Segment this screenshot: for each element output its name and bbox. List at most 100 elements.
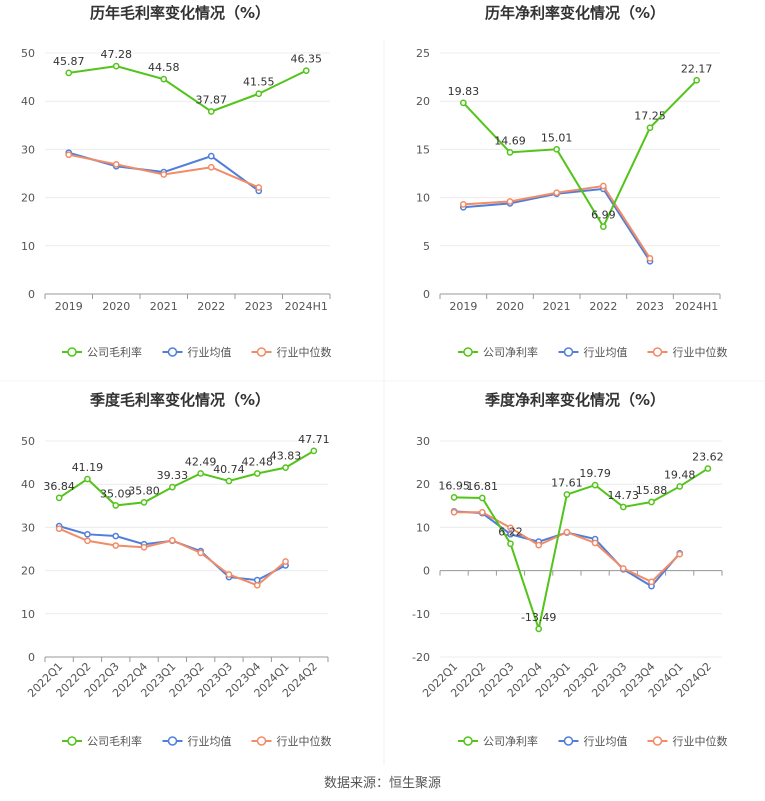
data-label: 22.17 bbox=[681, 62, 713, 75]
data-point bbox=[535, 541, 543, 549]
x-tick-label: 2020 bbox=[102, 300, 130, 313]
data-point bbox=[506, 149, 514, 156]
data-point bbox=[619, 565, 627, 572]
legend-label: 行业中位数 bbox=[277, 734, 332, 748]
y-tick-label: 10 bbox=[21, 608, 35, 621]
legend-label: 行业均值 bbox=[584, 346, 628, 359]
data-point bbox=[599, 182, 607, 190]
data-label: -13.49 bbox=[521, 611, 556, 624]
data-point bbox=[507, 540, 514, 548]
data-label: 46.35 bbox=[291, 53, 323, 66]
legend-label: 公司净利率 bbox=[483, 734, 538, 748]
legend-item-industry-average: 行业均值 bbox=[558, 735, 628, 748]
x-tick-label: 2019 bbox=[449, 300, 477, 313]
chart-panel-4: 季度净利率变化情况（%）-20-1001020302022Q12022Q2202… bbox=[412, 391, 727, 748]
data-point bbox=[207, 163, 215, 171]
data-source-note: 数据来源：恒生聚源 bbox=[323, 776, 441, 791]
data-point bbox=[507, 530, 514, 538]
data-point bbox=[140, 543, 148, 551]
data-point bbox=[112, 62, 120, 70]
data-point bbox=[225, 571, 233, 578]
legend-label: 行业均值 bbox=[584, 735, 628, 748]
chart-title: 季度净利率变化情况（%） bbox=[485, 391, 665, 409]
data-label: 15.88 bbox=[636, 484, 668, 497]
legend-item-company: 公司净利率 bbox=[458, 345, 538, 359]
legend-item-industry-average: 行业均值 bbox=[162, 346, 232, 359]
legend-label: 公司净利率 bbox=[483, 345, 538, 359]
data-point bbox=[55, 494, 63, 502]
data-point bbox=[478, 494, 486, 502]
x-tick-label: 2021 bbox=[543, 300, 571, 313]
data-point bbox=[302, 67, 310, 74]
data-point bbox=[704, 465, 712, 472]
legend-label: 行业均值 bbox=[188, 346, 232, 359]
data-point bbox=[207, 152, 215, 160]
data-label: 6.22 bbox=[498, 526, 523, 539]
data-point bbox=[255, 90, 263, 98]
x-tick-label: 2023 bbox=[245, 300, 273, 313]
series-line-industry-average bbox=[463, 187, 651, 262]
y-tick-label: 0 bbox=[423, 288, 430, 301]
data-label: 16.81 bbox=[467, 480, 499, 493]
data-point bbox=[197, 549, 204, 557]
data-label: 43.83 bbox=[270, 450, 302, 463]
legend-label: 行业中位数 bbox=[277, 345, 332, 359]
data-label: 16.95 bbox=[438, 479, 470, 492]
series-line-company bbox=[58, 450, 315, 507]
y-tick-label: 20 bbox=[416, 478, 430, 491]
y-tick-label: 0 bbox=[28, 288, 35, 301]
data-label: 44.58 bbox=[148, 61, 180, 74]
y-tick-label: 0 bbox=[28, 651, 35, 664]
data-label: 41.19 bbox=[72, 461, 104, 474]
data-label: 14.69 bbox=[494, 134, 526, 147]
data-label: 35.09 bbox=[100, 487, 132, 500]
legend-label: 行业均值 bbox=[188, 735, 232, 748]
data-point bbox=[169, 537, 176, 544]
data-point bbox=[450, 508, 458, 516]
data-point bbox=[140, 498, 148, 506]
series-line-company bbox=[462, 79, 698, 229]
legend-label: 公司毛利率 bbox=[87, 734, 142, 748]
data-point bbox=[253, 576, 261, 584]
legend-label: 行业中位数 bbox=[673, 345, 728, 359]
data-label: 19.79 bbox=[579, 467, 611, 480]
data-label: 35.80 bbox=[128, 484, 160, 497]
y-tick-label: 20 bbox=[21, 565, 35, 578]
y-tick-label: 25 bbox=[416, 47, 430, 60]
data-point bbox=[599, 223, 607, 230]
data-label: 14.73 bbox=[608, 489, 640, 502]
x-tick-label: 2019 bbox=[55, 300, 83, 313]
data-point bbox=[112, 502, 120, 509]
data-label: 6.99 bbox=[591, 209, 616, 222]
legend-marker bbox=[463, 736, 473, 746]
data-point bbox=[646, 124, 654, 132]
series-line-company bbox=[454, 467, 709, 633]
data-label: 40.74 bbox=[213, 463, 245, 476]
y-tick-label: 0 bbox=[423, 565, 430, 578]
data-point bbox=[591, 539, 599, 547]
data-label: 36.84 bbox=[43, 480, 75, 493]
data-point bbox=[169, 483, 176, 491]
data-point bbox=[282, 558, 289, 565]
data-point bbox=[646, 254, 654, 262]
data-point bbox=[553, 189, 561, 197]
data-point bbox=[253, 470, 261, 477]
legend-marker bbox=[256, 736, 267, 746]
x-tick-label: 2022 bbox=[197, 300, 225, 313]
data-point bbox=[591, 481, 599, 489]
data-label: 47.71 bbox=[298, 433, 330, 446]
data-point bbox=[459, 200, 467, 208]
y-tick-label: 20 bbox=[21, 192, 35, 205]
series-line-industry-average bbox=[58, 525, 287, 582]
data-point bbox=[310, 447, 318, 455]
y-tick-label: 30 bbox=[416, 435, 430, 448]
legend-label: 行业中位数 bbox=[673, 734, 728, 748]
legend-item-company: 公司毛利率 bbox=[62, 345, 142, 359]
data-point bbox=[160, 75, 168, 83]
legend-item-industry-median: 行业中位数 bbox=[647, 345, 728, 359]
legend-marker bbox=[167, 736, 178, 746]
data-point bbox=[55, 525, 63, 533]
y-tick-label: 40 bbox=[21, 478, 35, 491]
data-label: 19.83 bbox=[448, 85, 480, 98]
